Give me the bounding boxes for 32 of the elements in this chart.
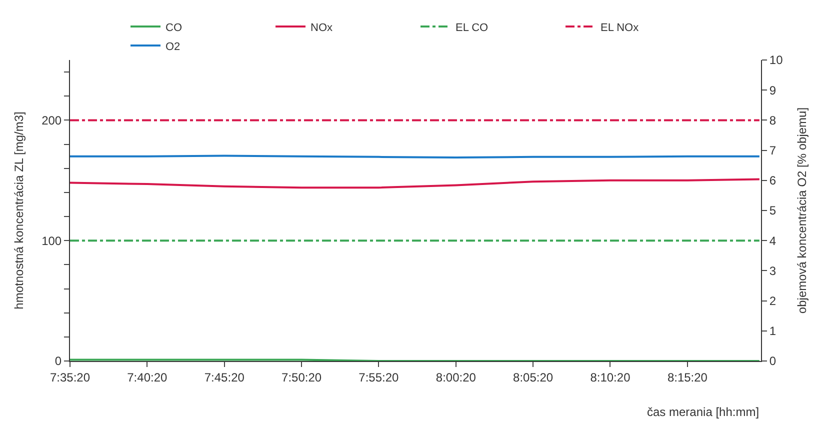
y2-tick-label: 2 — [769, 294, 776, 308]
y2-tick-label: 9 — [769, 83, 776, 98]
x-tick-label: 8:15:20 — [667, 370, 708, 384]
x-tick-label: 7:50:20 — [282, 370, 322, 384]
legend-label: O2 — [166, 40, 180, 53]
x-tick-label: 8:10:20 — [590, 370, 631, 384]
x-tick-label: 8:05:20 — [513, 370, 554, 384]
legend-label: EL CO — [456, 22, 489, 34]
y2-axis-title: objemová koncentrácia O2 [% objemu] — [794, 107, 809, 314]
y2-tick-label: 10 — [769, 53, 784, 68]
line-series — [70, 178, 760, 189]
legend-label: CO — [166, 22, 182, 34]
y-tick-label: 0 — [54, 354, 62, 368]
y2-tick-label: 6 — [769, 174, 776, 188]
y2-tick-label: 0 — [769, 354, 776, 368]
y-tick-label: 100 — [42, 234, 62, 248]
x-tick-label: 7:35:20 — [50, 370, 90, 384]
y2-tick-label: 3 — [769, 264, 776, 278]
y-tick-label: 200 — [42, 113, 62, 128]
x-axis-title: čas merania [hh:mm] — [647, 405, 760, 419]
y2-tick-label: 8 — [769, 113, 776, 128]
x-tick-label: 8:00:20 — [436, 370, 476, 384]
y-axis-title: hmotnostná koncentrácia ZL [mg/m3] — [12, 112, 26, 310]
legend-label: EL NOx — [600, 22, 640, 34]
x-tick-label: 7:45:20 — [204, 370, 245, 384]
y2-tick-label: 1 — [769, 324, 776, 338]
x-tick-label: 7:55:20 — [358, 370, 400, 384]
legend-label: NOx — [310, 22, 333, 34]
y2-tick-label: 7 — [769, 144, 776, 158]
y2-tick-label: 4 — [769, 234, 776, 248]
x-tick-label: 7:40:20 — [127, 370, 168, 384]
y2-tick-label: 5 — [769, 204, 776, 218]
